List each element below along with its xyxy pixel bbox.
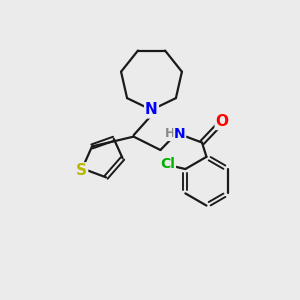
Text: H: H bbox=[165, 128, 175, 140]
Text: Cl: Cl bbox=[160, 157, 175, 171]
Text: N: N bbox=[145, 102, 158, 117]
Text: N: N bbox=[174, 127, 185, 141]
Text: O: O bbox=[216, 114, 229, 129]
Text: S: S bbox=[76, 163, 87, 178]
